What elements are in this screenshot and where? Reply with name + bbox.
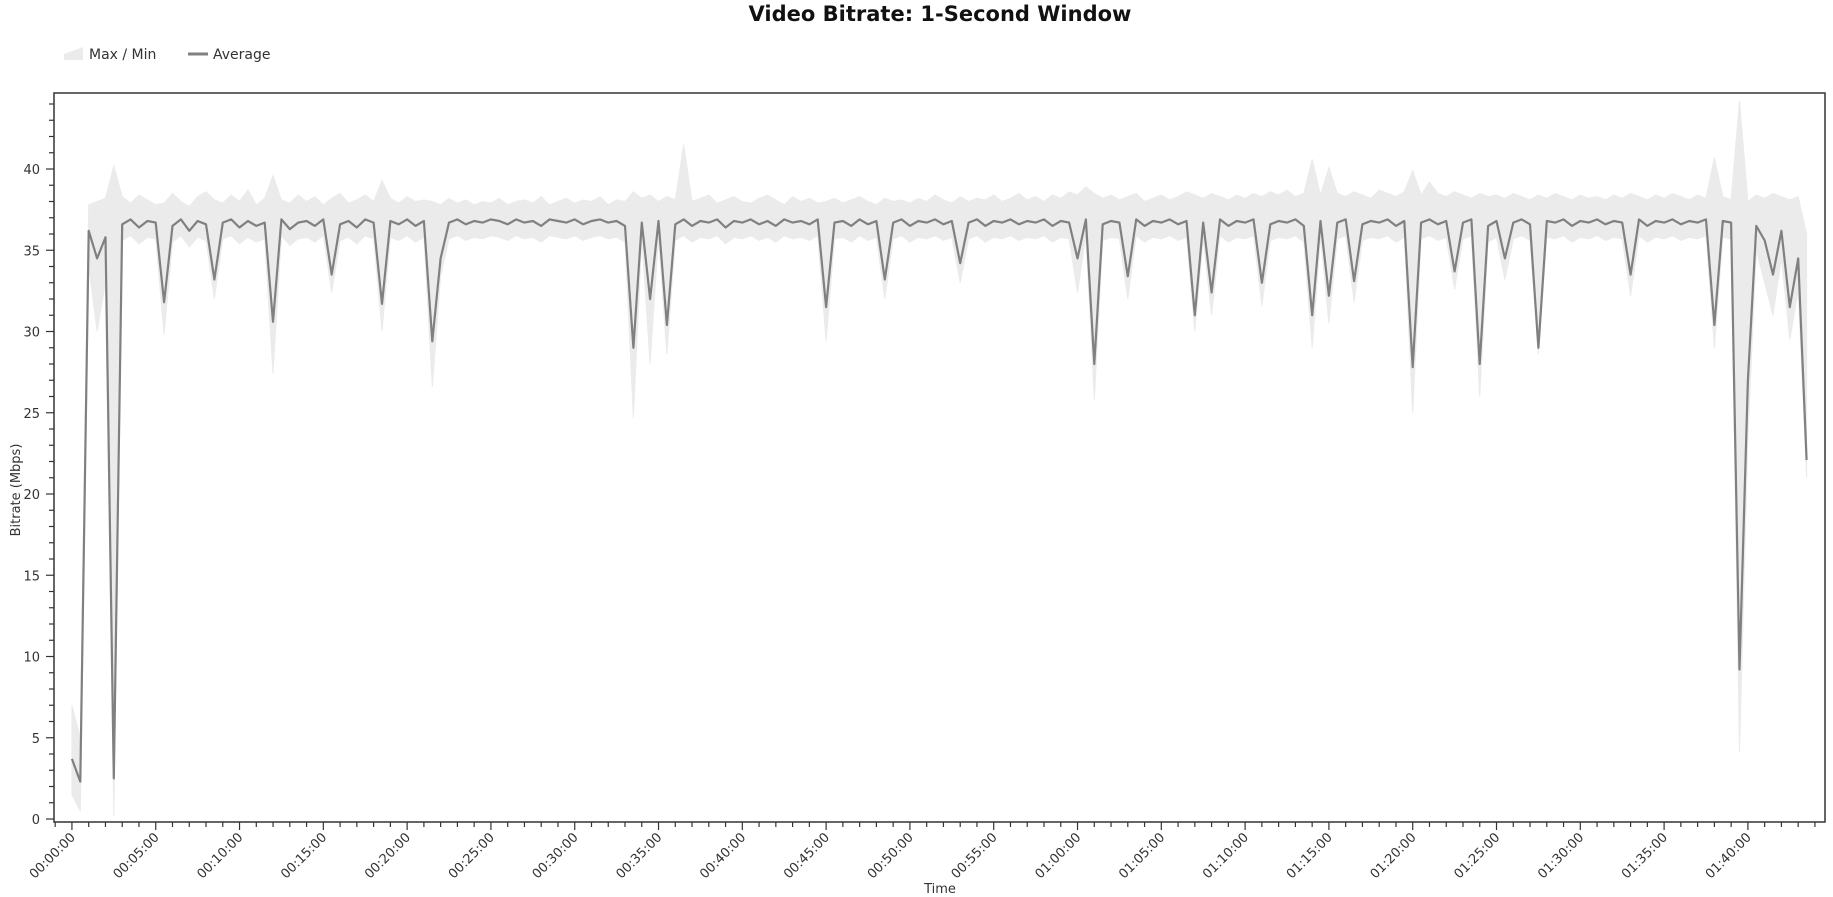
y-tick-label: 35 [23, 244, 40, 259]
x-tick-label: 01:00:00 [1032, 830, 1084, 882]
legend-label-max-min: Max / Min [89, 47, 156, 63]
plot-frame [53, 92, 1826, 823]
legend: Max / Min Average [64, 47, 271, 63]
x-tick-label: 00:55:00 [949, 830, 1001, 882]
x-tick-label: 00:30:00 [530, 830, 582, 882]
x-tick-label: 00:40:00 [697, 830, 749, 882]
plot-area [70, 100, 1808, 816]
x-tick-label: 00:05:00 [111, 830, 163, 882]
x-tick-label: 00:20:00 [362, 830, 414, 882]
y-tick-label: 5 [32, 732, 40, 747]
x-tick-label: 00:45:00 [781, 830, 833, 882]
y-axis-title: Bitrate (Mbps) [9, 444, 24, 537]
x-tick-label: 01:05:00 [1116, 830, 1168, 882]
y-tick-label: 10 [23, 651, 40, 666]
y-tick-label: 40 [23, 163, 40, 178]
legend-item-max-min[interactable]: Max / Min [64, 47, 156, 63]
x-tick-label: 01:40:00 [1703, 830, 1755, 882]
x-tick-label: 01:25:00 [1451, 830, 1503, 882]
x-tick-label: 01:35:00 [1619, 830, 1671, 882]
x-tick-label: 00:15:00 [278, 830, 330, 882]
max-min-band [71, 100, 1808, 816]
y-tick-label: 30 [23, 326, 40, 341]
x-axis: 00:00:00 00:05:00 00:10:00 00:15:00 00:20:00… [27, 822, 1816, 882]
x-tick-label: 00:50:00 [865, 830, 917, 882]
x-tick-label: 01:15:00 [1284, 830, 1336, 882]
y-tick-label: 20 [23, 488, 40, 503]
x-axis-title: Time [923, 882, 956, 897]
y-tick-label: 25 [23, 407, 40, 422]
x-tick-label: 01:20:00 [1368, 830, 1420, 882]
x-tick-label: 00:10:00 [194, 830, 246, 882]
legend-label-average: Average [213, 47, 271, 63]
y-tick-label: 0 [32, 813, 40, 828]
x-tick-label: 00:35:00 [613, 830, 665, 882]
y-axis: 0 5 10 15 20 25 30 35 40 [23, 103, 54, 828]
chart-title: Video Bitrate: 1-Second Window [749, 2, 1132, 26]
x-tick-label: 00:25:00 [446, 830, 498, 882]
legend-item-average[interactable]: Average [188, 47, 271, 63]
x-tick-label: 01:10:00 [1200, 830, 1252, 882]
x-tick-label: 00:00:00 [27, 830, 79, 882]
legend-band-swatch-icon [64, 47, 83, 60]
average-line [70, 218, 1808, 783]
x-tick-label: 01:30:00 [1535, 830, 1587, 882]
y-tick-label: 15 [23, 569, 40, 584]
